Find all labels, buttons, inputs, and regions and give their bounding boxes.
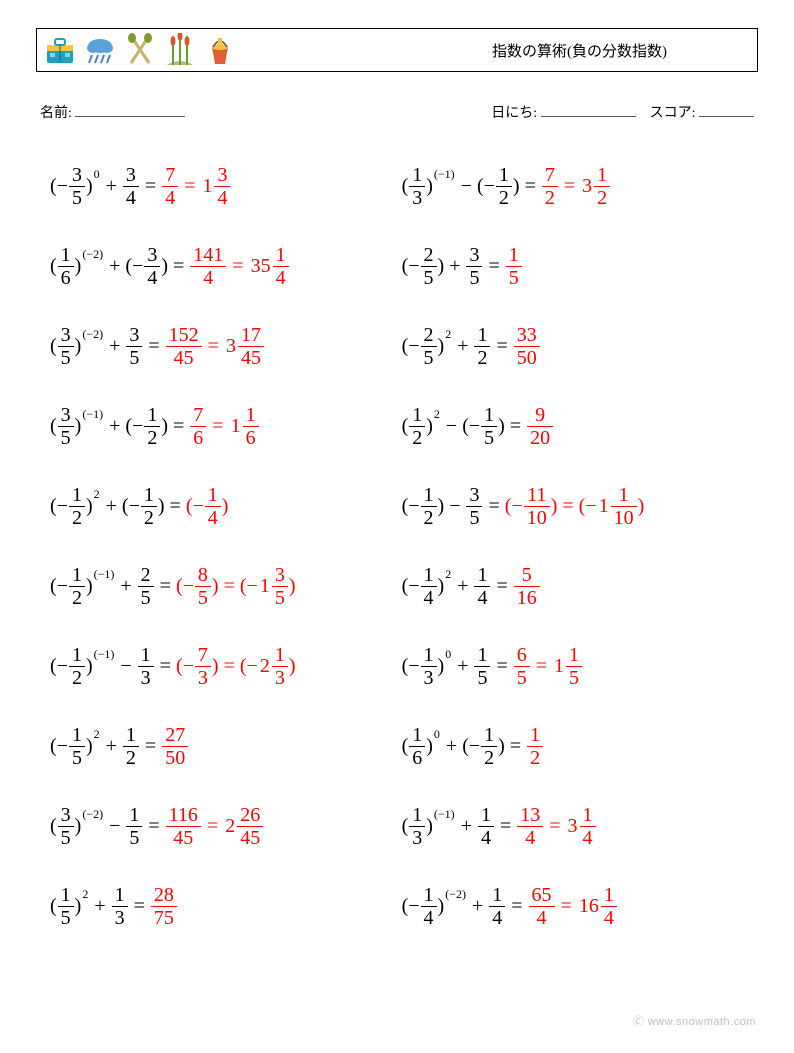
problem-expression: (−14)(−2)+14= bbox=[402, 884, 528, 929]
problem-expression: (35)(−2)−15= bbox=[50, 804, 165, 849]
problem-answer: 134=314 bbox=[516, 804, 596, 849]
problem-row: (16)(−2)+(−34)=1414=3514 bbox=[50, 226, 392, 306]
problems-left-column: (−35)0+34=74=134(16)(−2)+(−34)=1414=3514… bbox=[36, 146, 392, 946]
problem-answer: 76=116 bbox=[189, 404, 259, 449]
header-icons bbox=[43, 33, 237, 67]
bucket-icon bbox=[203, 33, 237, 67]
problem-row: (−12)−35=(−1110)=(−1110) bbox=[402, 466, 758, 546]
problem-expression: (16)0+(−12)= bbox=[402, 724, 527, 769]
problem-answer: (−73)=(−213) bbox=[176, 644, 296, 689]
problem-row: (−35)0+34=74=134 bbox=[50, 146, 392, 226]
problem-expression: (−14)2+14= bbox=[402, 564, 513, 609]
problem-row: (35)(−2)−15=11645=22645 bbox=[50, 786, 392, 866]
oars-icon bbox=[123, 33, 157, 67]
problem-expression: (16)(−2)+(−34)= bbox=[50, 244, 189, 289]
problem-answer: 15 bbox=[505, 244, 523, 289]
problem-expression: (−12)(−1)−13= bbox=[50, 644, 176, 689]
problem-answer: 65=115 bbox=[513, 644, 583, 689]
problem-expression: (35)(−1)+(−12)= bbox=[50, 404, 189, 449]
name-blank bbox=[75, 103, 185, 117]
problem-expression: (−12)2+(−12)= bbox=[50, 484, 186, 529]
problem-expression: (−15)2+12= bbox=[50, 724, 161, 769]
problem-answer: (−85)=(−135) bbox=[176, 564, 296, 609]
problems-area: (−35)0+34=74=134(16)(−2)+(−34)=1414=3514… bbox=[36, 146, 758, 946]
date-score-group: 日にち: スコア: bbox=[491, 102, 754, 122]
problem-answer: 12 bbox=[526, 724, 544, 769]
problem-row: (−13)0+15=65=115 bbox=[402, 626, 758, 706]
problem-row: (−14)2+14=516 bbox=[402, 546, 758, 626]
date-label: 日にち: bbox=[491, 106, 537, 121]
problem-expression: (12)2−(−15)= bbox=[402, 404, 527, 449]
problem-answer: (−14) bbox=[186, 484, 229, 529]
problem-row: (−12)(−1)+25=(−85)=(−135) bbox=[50, 546, 392, 626]
problem-answer: 920 bbox=[526, 404, 554, 449]
problems-right-column: (13)(−1)−(−12)=72=312(−25)+35=15(−25)2+1… bbox=[392, 146, 758, 946]
reeds-icon bbox=[163, 33, 197, 67]
header-box: 指数の算術(負の分数指数) bbox=[36, 28, 758, 72]
problem-expression: (−13)0+15= bbox=[402, 644, 513, 689]
watermark: 🄫 www.snowmath.com bbox=[633, 1013, 756, 1029]
problem-answer: 72=312 bbox=[541, 164, 611, 209]
problem-row: (15)2+13=2875 bbox=[50, 866, 392, 946]
problem-answer: 654=1614 bbox=[528, 884, 618, 929]
problem-row: (16)0+(−12)=12 bbox=[402, 706, 758, 786]
problem-answer: (−1110)=(−1110) bbox=[505, 484, 645, 529]
score-label: スコア: bbox=[650, 106, 696, 121]
worksheet-page: 指数の算術(負の分数指数) 名前: 日にち: スコア: (−35)0+34=74… bbox=[0, 0, 794, 1053]
problem-expression: (15)2+13= bbox=[50, 884, 150, 929]
problem-row: (13)(−1)−(−12)=72=312 bbox=[402, 146, 758, 226]
name-field: 名前: bbox=[40, 102, 185, 122]
problem-row: (−15)2+12=2750 bbox=[50, 706, 392, 786]
problem-answer: 74=134 bbox=[161, 164, 231, 209]
problem-row: (−14)(−2)+14=654=1614 bbox=[402, 866, 758, 946]
problem-answer: 15245=31745 bbox=[165, 324, 265, 369]
problem-row: (−12)(−1)−13=(−73)=(−213) bbox=[50, 626, 392, 706]
problem-expression: (−25)2+12= bbox=[402, 324, 513, 369]
problem-answer: 3350 bbox=[513, 324, 541, 369]
problem-expression: (13)(−1)−(−12)= bbox=[402, 164, 541, 209]
problem-answer: 11645=22645 bbox=[165, 804, 265, 849]
cloud-icon bbox=[83, 33, 117, 67]
problem-expression: (−12)(−1)+25= bbox=[50, 564, 176, 609]
problem-row: (−25)2+12=3350 bbox=[402, 306, 758, 386]
problem-row: (−12)2+(−12)=(−14) bbox=[50, 466, 392, 546]
problem-answer: 2750 bbox=[161, 724, 189, 769]
name-label: 名前: bbox=[40, 106, 72, 121]
problem-row: (35)(−1)+(−12)=76=116 bbox=[50, 386, 392, 466]
date-blank bbox=[541, 103, 636, 117]
problem-expression: (−35)0+34= bbox=[50, 164, 161, 209]
problem-row: (12)2−(−15)=920 bbox=[402, 386, 758, 466]
bag-icon bbox=[43, 33, 77, 67]
problem-expression: (−12)−35= bbox=[402, 484, 505, 529]
score-blank bbox=[699, 103, 754, 117]
problem-answer: 2875 bbox=[150, 884, 178, 929]
problem-expression: (35)(−2)+35= bbox=[50, 324, 165, 369]
worksheet-title: 指数の算術(負の分数指数) bbox=[492, 40, 747, 61]
problem-answer: 1414=3514 bbox=[189, 244, 289, 289]
problem-row: (35)(−2)+35=15245=31745 bbox=[50, 306, 392, 386]
meta-row: 名前: 日にち: スコア: bbox=[40, 102, 754, 122]
problem-expression: (13)(−1)+14= bbox=[402, 804, 517, 849]
problem-expression: (−25)+35= bbox=[402, 244, 505, 289]
problem-answer: 516 bbox=[513, 564, 541, 609]
problem-row: (13)(−1)+14=134=314 bbox=[402, 786, 758, 866]
problem-row: (−25)+35=15 bbox=[402, 226, 758, 306]
